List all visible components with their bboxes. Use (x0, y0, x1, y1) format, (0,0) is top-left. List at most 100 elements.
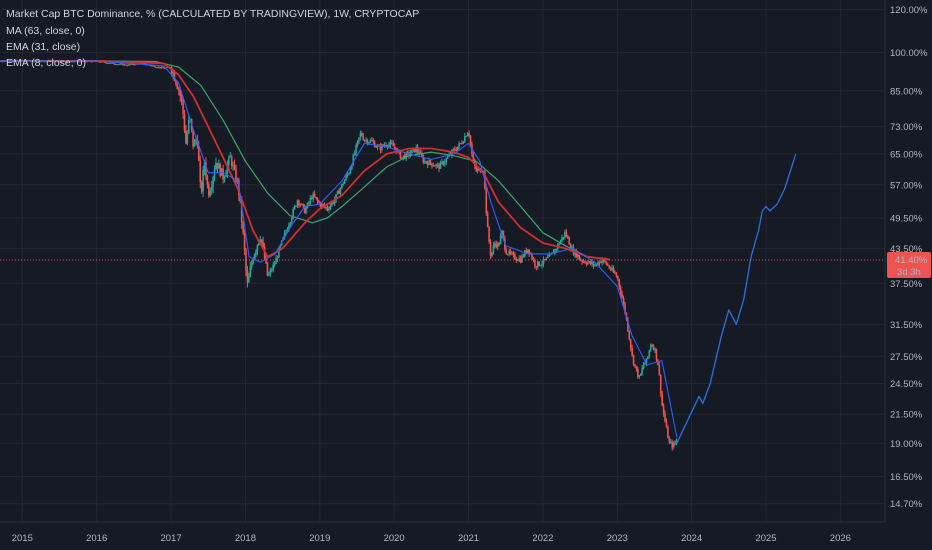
candle-body (393, 146, 396, 148)
y-axis[interactable]: 120.00% 100.00% 85.00% 73.00% 65.00% 57.00% 49… (890, 5, 928, 510)
candle-body (522, 255, 525, 257)
x-tick-label: 2021 (458, 533, 479, 544)
candle-body (664, 413, 666, 422)
candle-body (210, 186, 213, 191)
candle-body (411, 149, 413, 154)
candle-body (216, 162, 219, 169)
candle-body (109, 62, 111, 64)
candle-body (476, 169, 479, 171)
legend-indicator-ma63[interactable]: MA (63, close, 0) (6, 25, 85, 37)
x-axis[interactable]: 2015 2016 2017 2018 2019 2020 2021 2022 2023 2024… (12, 533, 851, 544)
candle-body (564, 232, 566, 238)
legend-indicator-ema8[interactable]: EMA (8, close, 0) (6, 57, 86, 69)
candle-body (132, 63, 134, 65)
candle-body (270, 269, 273, 271)
candle-body (359, 132, 362, 138)
candle-body (349, 169, 352, 174)
candle-body (668, 438, 671, 443)
y-tick-label: 21.50% (890, 410, 923, 421)
candle-body (569, 244, 572, 249)
candle-body (675, 441, 678, 443)
candle-body (335, 194, 337, 200)
candle-body (421, 152, 423, 157)
candle-body (466, 133, 469, 137)
candle-body (252, 259, 254, 264)
candle-body (105, 62, 107, 64)
candle-body (179, 90, 182, 97)
candle-body (160, 67, 163, 69)
candle-body (212, 177, 214, 187)
candle-body (426, 162, 429, 166)
candle-body (64, 61, 67, 63)
candle-body (213, 169, 216, 178)
candle-body (439, 162, 442, 169)
candle-body (366, 140, 369, 144)
candle-body (521, 255, 523, 263)
candle-body (326, 207, 329, 210)
candle-body (126, 65, 129, 67)
candle-body (249, 267, 252, 277)
candle-body (156, 67, 159, 69)
candle-body (617, 276, 619, 280)
candle-body (346, 174, 349, 176)
candle-body (233, 165, 236, 169)
candle-body (328, 208, 330, 210)
x-tick-label: 2022 (532, 533, 553, 544)
x-tick-label: 2016 (86, 533, 107, 544)
candle-body (662, 405, 665, 414)
candle-body (299, 204, 302, 206)
legend-title: Market Cap BTC Dominance, % (CALCULATED … (6, 8, 419, 20)
y-tick-label: 65.00% (890, 149, 923, 160)
candle-body (225, 173, 227, 177)
candle-body (443, 162, 446, 165)
candle-body (133, 64, 136, 66)
candle-body (90, 61, 93, 63)
candle-body (618, 279, 621, 287)
candle-body (157, 66, 160, 68)
candle-body (10, 61, 13, 63)
candle-body (599, 261, 602, 263)
x-tick-label: 2025 (755, 533, 776, 544)
candle-body (649, 345, 652, 351)
candle-body (674, 442, 676, 444)
candle-body (526, 249, 529, 253)
candle-body (195, 139, 197, 142)
candle-body (159, 66, 161, 69)
candle-body (375, 146, 377, 148)
plot-area[interactable] (0, 59, 797, 451)
candle-body (631, 348, 633, 356)
candle-body (469, 135, 472, 145)
candle-body (220, 168, 223, 176)
candle-body (272, 264, 274, 270)
candle-body (495, 243, 498, 248)
candle-body (512, 253, 515, 255)
candle-body (107, 63, 110, 65)
candle-body (202, 170, 204, 192)
candle-body (566, 236, 569, 238)
candle-body (406, 152, 409, 154)
candle-body (265, 258, 267, 263)
candle-body (554, 249, 556, 254)
candle-body (356, 140, 359, 145)
candle-body (422, 156, 425, 163)
candle-body (253, 254, 256, 260)
candle-body (644, 363, 646, 365)
candle-body (535, 266, 538, 268)
candle-body (197, 145, 200, 161)
candle-body (183, 113, 186, 131)
candle-body (429, 160, 432, 164)
candle-body (425, 161, 427, 163)
candle-body (276, 257, 279, 259)
candle-body (303, 205, 306, 214)
candle-body (594, 265, 596, 267)
candle-body (637, 369, 639, 377)
legend-indicator-ema31[interactable]: EMA (31, close) (6, 41, 80, 53)
candle-body (222, 168, 224, 180)
candle-body (240, 201, 243, 223)
candle-body (598, 261, 601, 266)
candle-body (116, 64, 119, 66)
candle-body (575, 250, 578, 257)
candle-body (293, 205, 296, 210)
candle-body (402, 155, 405, 158)
